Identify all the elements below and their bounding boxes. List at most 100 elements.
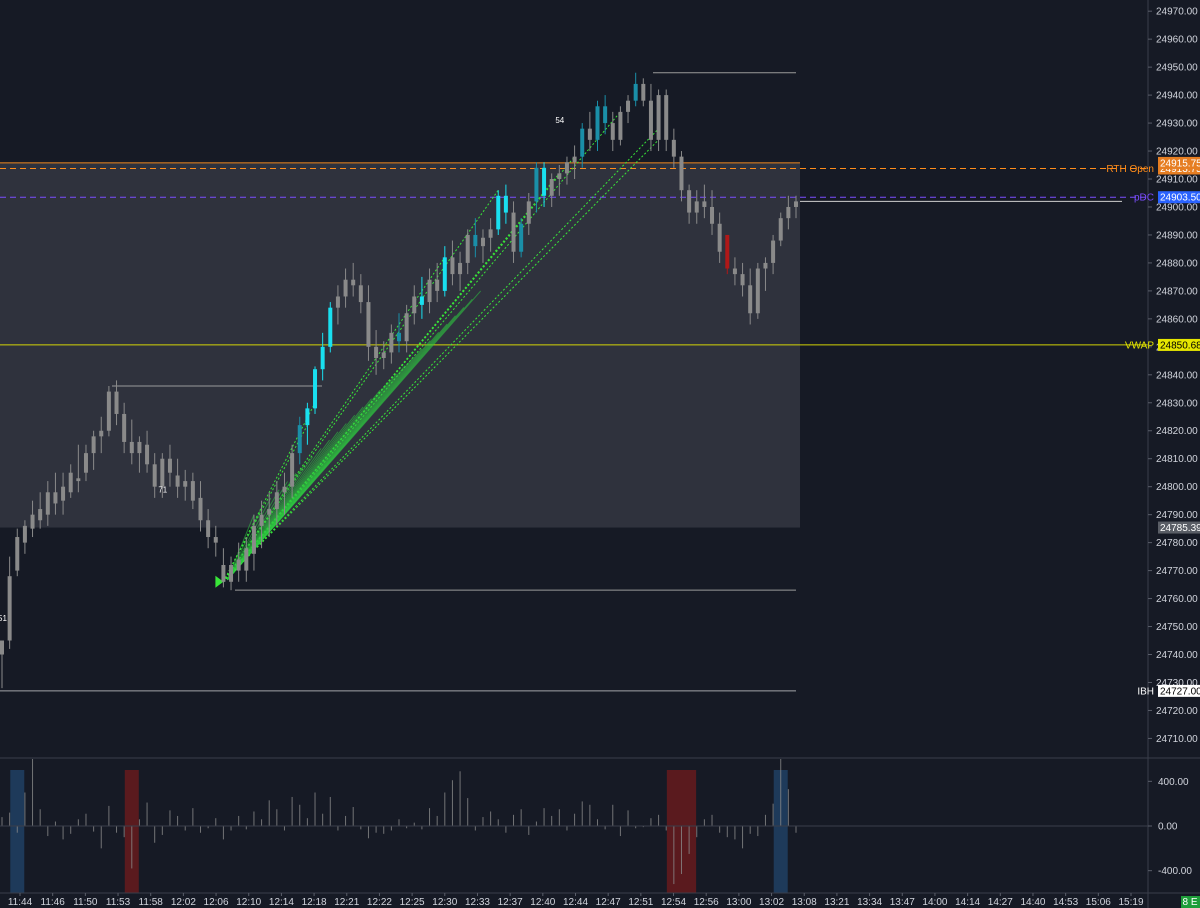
price-tick-label: 24710.00 — [1156, 734, 1198, 745]
candle-body — [633, 83, 638, 101]
candle-body — [786, 206, 791, 219]
candle-body — [435, 279, 440, 291]
candle-body — [671, 139, 676, 157]
time-tick-label: 11:50 — [73, 897, 98, 908]
level-price-box — [1158, 521, 1200, 534]
level-price-label: 24785.39 — [1160, 523, 1200, 534]
osc-tick-label: 0.00 — [1158, 822, 1178, 833]
candle-body — [748, 285, 753, 314]
trend-ray — [223, 128, 659, 583]
time-tick-label: 12:10 — [236, 897, 261, 908]
price-tick-label: 24920.00 — [1156, 147, 1198, 158]
candle-body — [282, 486, 287, 493]
price-tick-label: 24940.00 — [1156, 91, 1198, 102]
price-tick-label: 24740.00 — [1156, 650, 1198, 661]
candle-body — [229, 565, 234, 582]
candles — [0, 72, 798, 689]
candle-body — [626, 100, 631, 112]
candle-body — [503, 195, 508, 213]
level-name-label: IBH — [1137, 686, 1154, 697]
candle-body — [53, 492, 58, 504]
time-tick-label: 14:40 — [1020, 897, 1045, 908]
candle-body — [244, 548, 249, 571]
time-tick-label: 12:56 — [694, 897, 719, 908]
candle-body — [496, 195, 501, 230]
candle-body — [488, 229, 493, 238]
time-tick-label: 12:02 — [171, 897, 196, 908]
price-tick-label: 24830.00 — [1156, 398, 1198, 409]
candle-body — [259, 514, 264, 526]
candle-body — [374, 346, 379, 359]
candle-body — [687, 190, 692, 213]
candle-body — [641, 83, 646, 101]
corner-badge: 8 E — [1181, 896, 1200, 908]
annotation-label: 71 — [158, 485, 167, 494]
candle-body — [122, 413, 127, 442]
candle-body — [755, 268, 760, 314]
signal-arrow — [215, 575, 224, 588]
price-tick-label: 24960.00 — [1156, 35, 1198, 46]
price-tick-label: 24820.00 — [1156, 426, 1198, 437]
osc-tick-label: -400.00 — [1158, 866, 1192, 877]
time-tick-label: 13:08 — [792, 897, 817, 908]
candle-body — [274, 492, 279, 510]
candle-body — [587, 128, 592, 140]
candle-body — [381, 352, 386, 359]
price-tick-label: 24790.00 — [1156, 510, 1198, 521]
time-tick-label: 12:47 — [596, 897, 621, 908]
time-tick-label: 12:54 — [661, 897, 686, 908]
candle-body — [198, 497, 203, 521]
candle-body — [702, 201, 707, 207]
time-tick-label: 12:51 — [628, 897, 653, 908]
candle-body — [38, 509, 43, 521]
price-tick-label: 24870.00 — [1156, 286, 1198, 297]
time-tick-label: 13:00 — [726, 897, 751, 908]
price-axis[interactable]: 24970.00 24960.00 24950.00 24940.00 24930.00… — [1106, 0, 1200, 908]
price-tick-label: 24720.00 — [1156, 706, 1198, 717]
time-tick-label: 12:30 — [432, 897, 457, 908]
price-tick-label: 24750.00 — [1156, 622, 1198, 633]
price-tick-label: 24800.00 — [1156, 482, 1198, 493]
trend-ray — [226, 506, 263, 581]
level-price-label: 24903.50 — [1160, 193, 1200, 204]
time-tick-label: 11:46 — [41, 897, 66, 908]
price-tick-label: 24910.00 — [1156, 175, 1198, 186]
price-tick-label: 24890.00 — [1156, 230, 1198, 241]
time-tick-label: 12:33 — [465, 897, 490, 908]
time-tick-label: 13:47 — [890, 897, 915, 908]
trend-ray — [223, 111, 621, 583]
price-tick-label: 24970.00 — [1156, 7, 1198, 18]
candle-body — [389, 332, 394, 353]
candle-body — [167, 458, 172, 473]
level-price-label: 24727.00 — [1160, 686, 1200, 697]
price-tick-label: 24730.00 — [1156, 678, 1198, 689]
time-tick-label: 15:19 — [1118, 897, 1143, 908]
candle-body — [114, 391, 119, 414]
candle-body — [480, 237, 485, 247]
candle-body — [717, 223, 722, 252]
price-tick-label: 24810.00 — [1156, 454, 1198, 465]
time-tick-label: 12:25 — [400, 897, 425, 908]
level-lines — [0, 72, 1148, 692]
candle-body — [618, 111, 623, 140]
time-tick-label: 14:53 — [1053, 897, 1078, 908]
candle-body — [412, 296, 417, 314]
trend-ray — [223, 139, 659, 583]
candle-body — [267, 509, 272, 515]
time-tick-label: 11:53 — [106, 897, 131, 908]
candle-body — [160, 458, 165, 487]
time-tick-label: 12:44 — [563, 897, 588, 908]
level-price-box — [1158, 191, 1200, 204]
candle-body — [397, 332, 401, 342]
candle-body — [335, 296, 340, 308]
candle-body — [290, 453, 295, 487]
time-tick-label: 13:02 — [759, 897, 784, 908]
candle-body — [572, 156, 577, 163]
price-tick-label: 24880.00 — [1156, 258, 1198, 269]
candle-body — [7, 576, 12, 641]
time-axis[interactable]: 11:44 11:46 11:50 11:53 11:58 12:02 12:06 12:10… — [0, 892, 1200, 908]
candle-body — [694, 201, 699, 213]
oscillator-pane — [0, 759, 1148, 893]
candle-body — [190, 481, 195, 501]
